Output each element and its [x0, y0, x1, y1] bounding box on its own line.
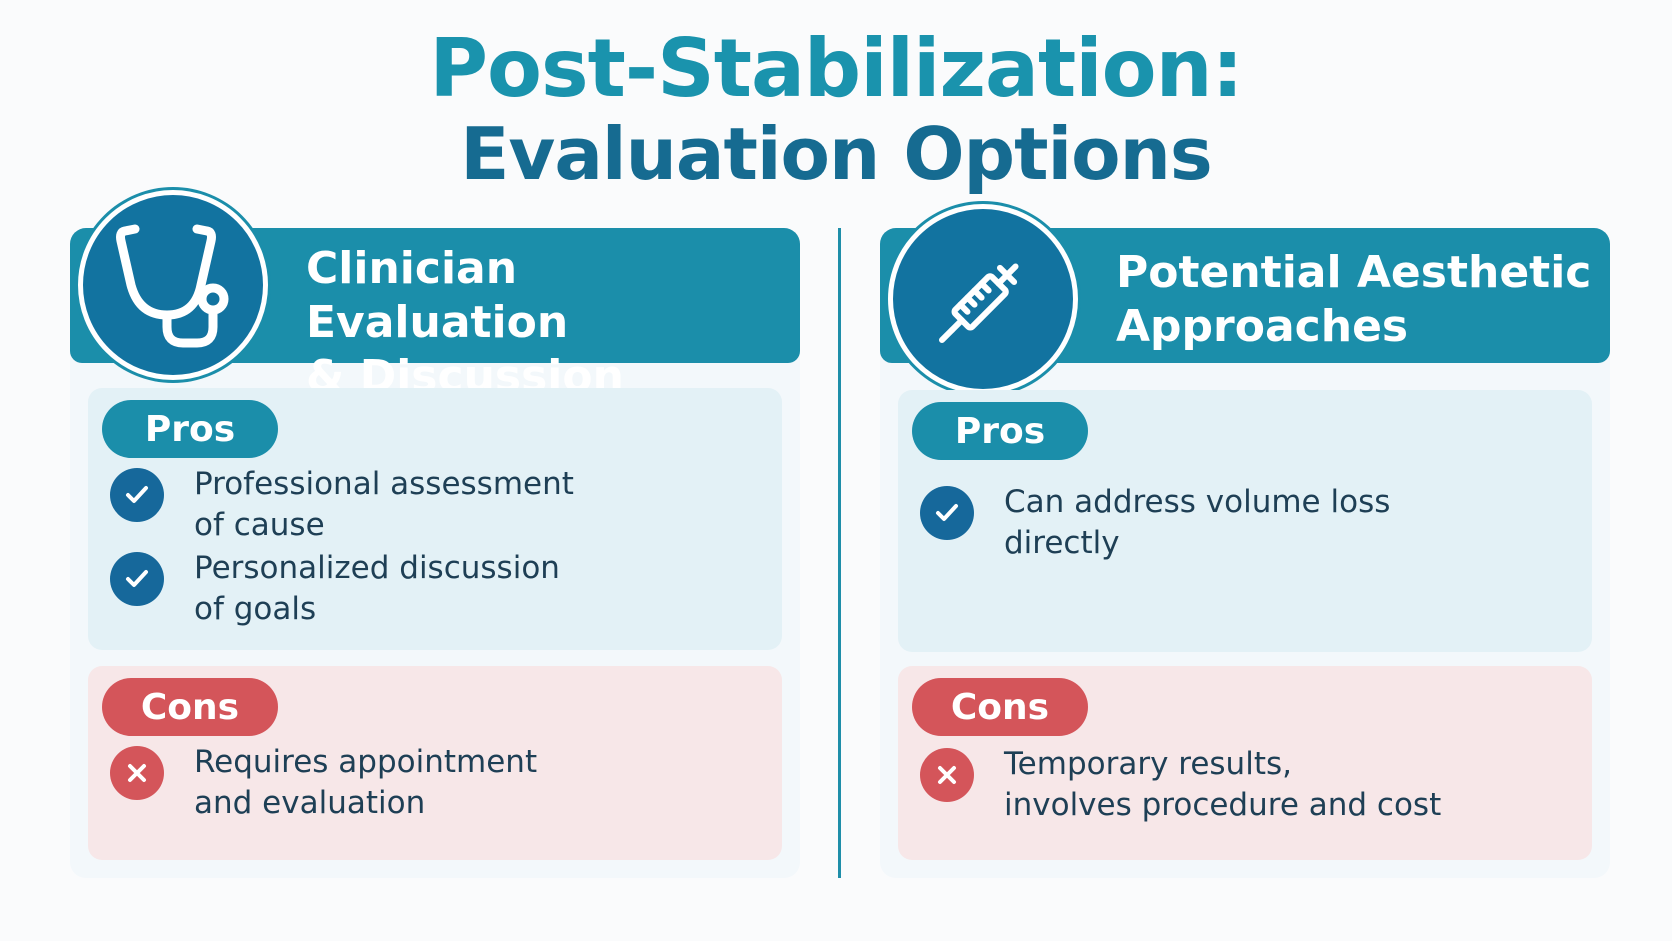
option-card-aesthetic: Potential Aesthetic Approaches [880, 204, 1610, 878]
checkmark-icon [110, 468, 164, 522]
item-line: Professional assessment [194, 466, 574, 502]
item-line: of cause [194, 507, 325, 543]
cons-label: Cons [102, 678, 278, 736]
item-line: and evaluation [194, 785, 426, 821]
item-line: Can address volume loss [1004, 484, 1391, 520]
checkmark-icon [110, 552, 164, 606]
cons-section: Cons Requires appointment and evaluation [88, 666, 782, 860]
cons-section: Cons Temporary results, involves procedu… [898, 666, 1592, 860]
card-title-line: Clinician Evaluation [306, 243, 569, 348]
list-item: Professional assessment of cause [110, 464, 714, 546]
pros-label: Pros [912, 402, 1088, 460]
item-line: of goals [194, 591, 317, 627]
pros-section: Pros Professional assessment of cause Pe… [88, 388, 782, 650]
cons-label: Cons [912, 678, 1088, 736]
list-item: Personalized discussion of goals [110, 548, 714, 630]
page-subtitle: Evaluation Options [460, 112, 1213, 196]
pros-section: Pros Can address volume loss directly [898, 390, 1592, 652]
list-item: Temporary results, involves procedure an… [920, 744, 1524, 826]
card-title: Potential Aesthetic Approaches [1116, 246, 1596, 354]
pros-label: Pros [102, 400, 278, 458]
column-divider [838, 228, 841, 878]
item-text: Requires appointment and evaluation [194, 742, 714, 824]
item-text: Professional assessment of cause [194, 464, 714, 546]
stethoscope-icon [78, 190, 268, 380]
card-title: Clinician Evaluation & Discussion [306, 242, 786, 404]
checkmark-icon [920, 486, 974, 540]
card-title-line: Approaches [1116, 301, 1409, 352]
cross-icon [110, 746, 164, 800]
item-line: Personalized discussion [194, 550, 560, 586]
option-card-clinician: Clinician Evaluation & Discussion Pros P… [70, 190, 800, 878]
cross-icon [920, 748, 974, 802]
item-text: Temporary results, involves procedure an… [1004, 744, 1524, 826]
item-line: directly [1004, 525, 1120, 561]
list-item: Requires appointment and evaluation [110, 742, 714, 824]
list-item: Can address volume loss directly [920, 482, 1524, 564]
item-text: Can address volume loss directly [1004, 482, 1524, 564]
item-text: Personalized discussion of goals [194, 548, 714, 630]
item-line: Requires appointment [194, 744, 538, 780]
syringe-icon [888, 204, 1078, 394]
card-title-line: Potential Aesthetic [1116, 247, 1592, 298]
item-line: involves procedure and cost [1004, 787, 1442, 823]
page-title: Post-Stabilization: [429, 22, 1243, 115]
item-line: Temporary results, [1004, 746, 1292, 782]
